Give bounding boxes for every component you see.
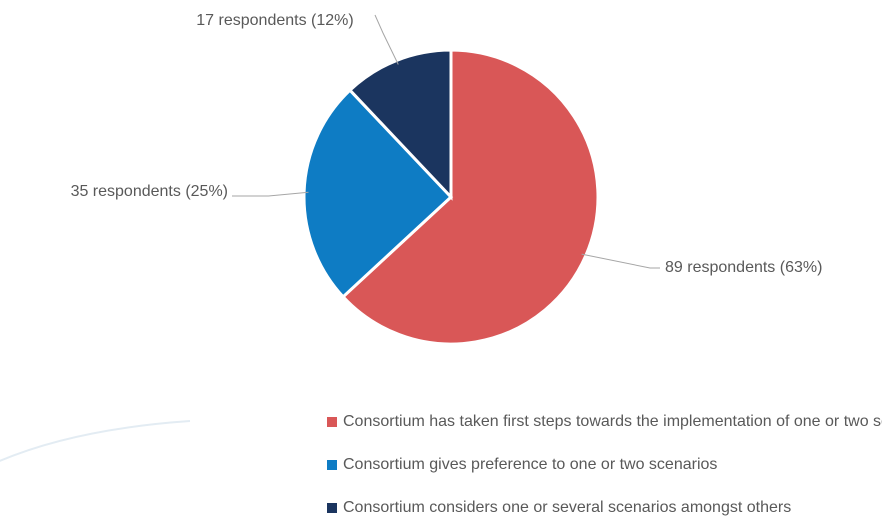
legend-swatch: [327, 417, 337, 427]
legend-swatch: [327, 503, 337, 513]
data-label: 35 respondents (25%): [71, 183, 228, 200]
leader-line: [232, 191, 309, 197]
legend-label: Consortium gives preference to one or tw…: [343, 456, 717, 473]
pie-slice: [340, 48, 600, 346]
data-label: 17 respondents (12%): [196, 12, 353, 29]
leader-line: [374, 14, 399, 65]
data-label: 89 respondents (63%): [665, 259, 822, 276]
legend-label: Consortium has taken first steps towards…: [343, 413, 882, 430]
legend-label: Consortium considers one or several scen…: [343, 499, 791, 516]
legend-swatch: [327, 460, 337, 470]
leader-line: [581, 253, 660, 269]
decor-curve: [0, 420, 191, 462]
pie-slice: [302, 88, 454, 299]
